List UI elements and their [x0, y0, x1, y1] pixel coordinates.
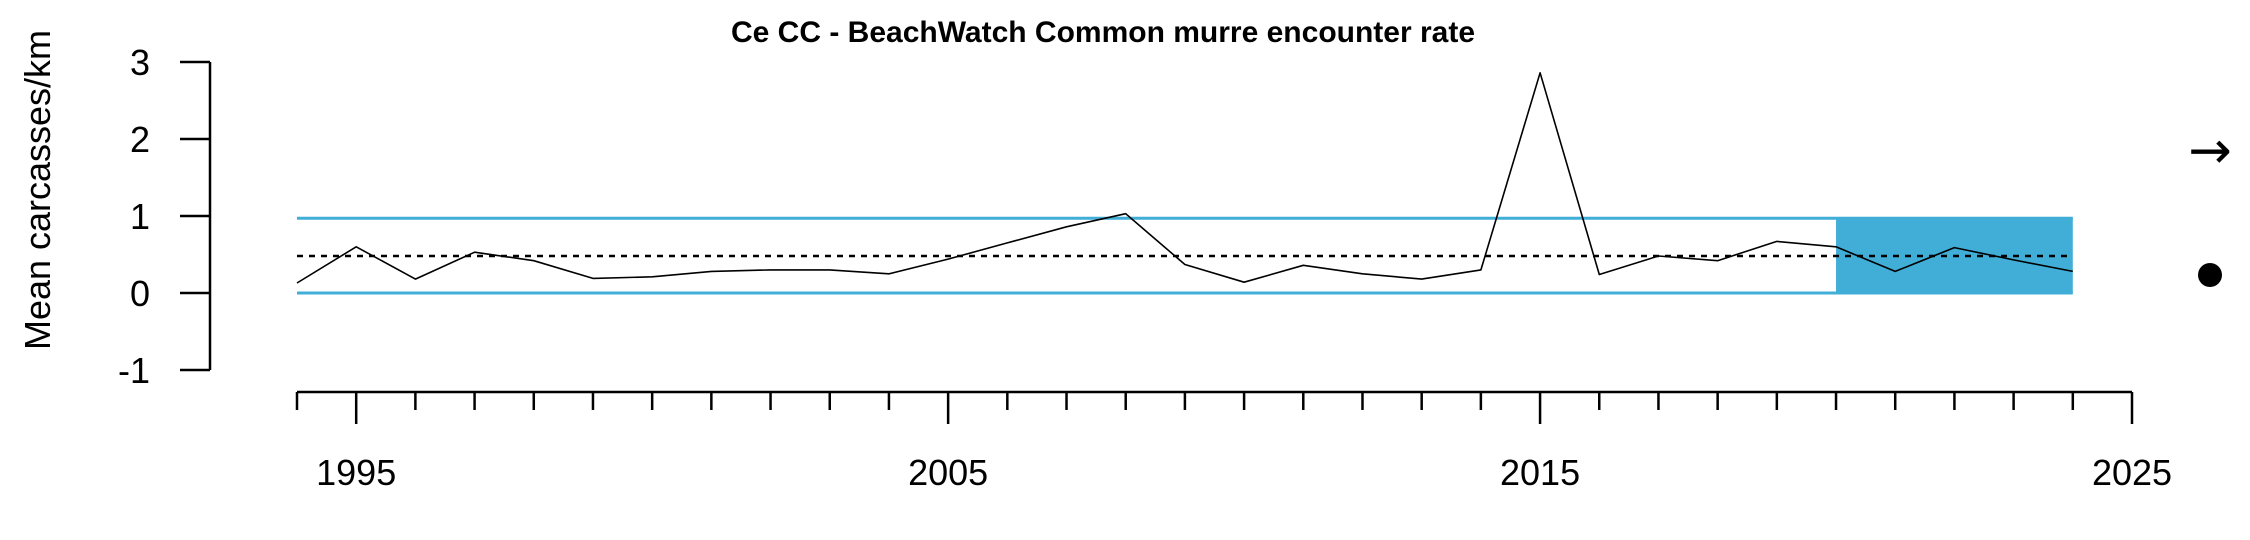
x-tick-label: 2005 — [908, 452, 988, 493]
trend-arrow-icon: → — [2188, 121, 2232, 181]
y-tick-label: 1 — [130, 196, 150, 237]
y-axis-label: Mean carcasses/km — [17, 30, 58, 350]
x-tick-label: 2025 — [2092, 452, 2172, 493]
x-axis: 1995 2005 2015 2025 — [295, 390, 2172, 493]
reference-bands — [297, 216, 2073, 295]
y-tick-label: -1 — [118, 350, 150, 391]
x-tick-label: 2015 — [1500, 452, 1580, 493]
chart-title: Ce CC - BeachWatch Common murre encounte… — [731, 16, 1475, 49]
status-dot-icon — [2198, 263, 2222, 287]
y-tick-label: 3 — [130, 42, 150, 83]
series-lines — [296, 72, 2073, 284]
x-tick-label: 1995 — [316, 452, 396, 493]
y-tick-label: 2 — [130, 119, 150, 160]
y-axis: -1 0 1 2 3 — [118, 42, 212, 391]
series-line-1 — [296, 72, 2073, 284]
y-tick-label: 0 — [130, 273, 150, 314]
